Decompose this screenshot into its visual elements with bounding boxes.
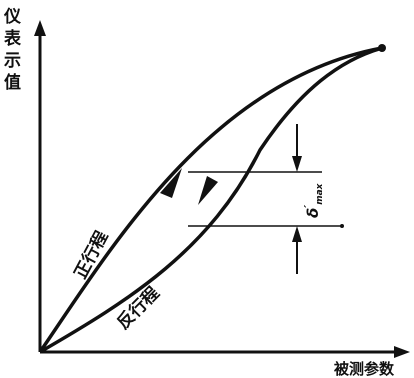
y-axis-label-char: 值 [4, 72, 21, 93]
x-axis-label: 被测参数 [334, 360, 395, 378]
y-axis-label-char: 示 [4, 51, 21, 71]
deviation-lower-line-end [340, 224, 344, 228]
curve-end-point [378, 44, 386, 52]
forward-stroke-curve [38, 46, 383, 353]
svg-text:δ′max: δ′max [302, 182, 325, 218]
x-axis-arrow [394, 346, 410, 358]
delta-subscript: max [315, 182, 325, 204]
y-axis-arrow [34, 20, 46, 36]
dimension-bottom-arrow [292, 226, 302, 242]
y-axis-label-char: 表 [4, 28, 22, 49]
delta-prime: ′ [302, 205, 315, 208]
delta-symbol: δ [304, 208, 322, 218]
max-deviation-label: δ′max [302, 182, 325, 218]
y-axis-label: 仪 表 示 值 [3, 7, 22, 93]
y-axis-label-char: 仪 [3, 7, 22, 27]
reverse-stroke-curve [39, 46, 383, 354]
reverse-direction-arrow [198, 176, 218, 205]
dimension-top-arrow [292, 156, 302, 172]
forward-direction-arrow [160, 168, 182, 198]
